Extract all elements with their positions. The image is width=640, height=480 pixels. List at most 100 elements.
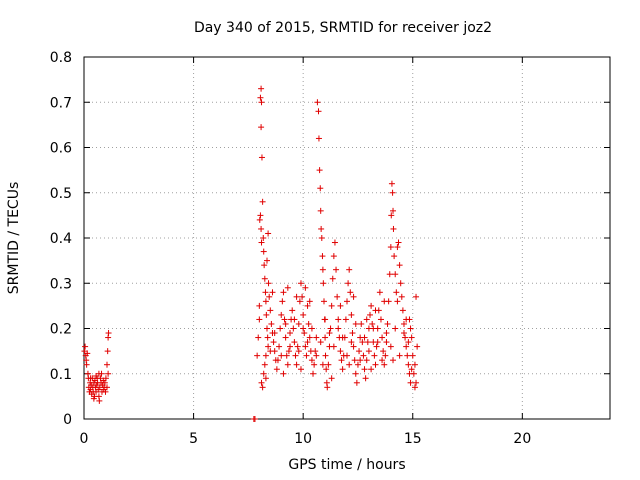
x-tick-label: 20	[513, 431, 531, 447]
data-point	[270, 339, 277, 346]
data-point	[284, 284, 291, 291]
x-tick-label: 15	[404, 431, 422, 447]
y-tick-label: 0.2	[50, 322, 72, 338]
data-point	[379, 334, 386, 341]
data-point	[258, 124, 265, 131]
data-point	[333, 266, 340, 273]
data-point	[105, 370, 112, 377]
data-point	[390, 357, 397, 364]
data-point	[293, 293, 300, 300]
data-point	[262, 375, 269, 382]
y-tick-label: 0.3	[50, 276, 72, 292]
data-point	[267, 307, 274, 314]
data-point	[408, 366, 415, 373]
data-point	[356, 348, 363, 355]
data-point	[361, 334, 368, 341]
data-point	[414, 343, 421, 350]
data-point	[348, 339, 355, 346]
data-point	[388, 180, 395, 187]
data-point	[352, 320, 359, 327]
data-points	[81, 85, 421, 422]
data-point	[83, 361, 90, 368]
data-point	[82, 343, 89, 350]
data-point	[387, 244, 394, 251]
data-point	[359, 339, 366, 346]
data-point	[302, 343, 309, 350]
data-point	[330, 253, 337, 260]
data-point	[396, 262, 403, 269]
data-point	[402, 334, 409, 341]
data-point	[373, 343, 380, 350]
data-point	[322, 316, 329, 323]
data-point	[344, 298, 350, 305]
data-point	[324, 384, 331, 391]
ticks: 0 0.1 0.2 0.3 0.4 0.5 0.6 0.7 0.8 0 5 10 15 20	[50, 50, 610, 447]
data-point	[392, 325, 399, 332]
data-point	[350, 343, 357, 350]
data-point	[320, 298, 327, 305]
data-point	[295, 320, 302, 327]
data-point	[384, 320, 391, 327]
data-point	[327, 325, 334, 332]
data-point	[411, 384, 418, 391]
data-point	[362, 375, 369, 382]
data-point	[297, 280, 304, 287]
data-point	[90, 395, 97, 402]
data-point	[319, 253, 326, 260]
data-point	[105, 330, 112, 337]
data-point	[383, 330, 390, 337]
data-point	[290, 325, 297, 332]
data-point	[316, 167, 323, 174]
data-point	[369, 320, 376, 327]
data-point	[352, 370, 359, 377]
data-point	[317, 207, 324, 214]
data-point	[317, 185, 324, 192]
data-point	[101, 379, 108, 386]
data-point	[382, 352, 389, 359]
plot-frame	[83, 56, 611, 420]
y-tick-label: 0.1	[50, 367, 72, 383]
data-point	[408, 334, 415, 341]
data-point	[405, 361, 412, 368]
data-point	[287, 330, 294, 337]
data-point	[374, 339, 381, 346]
data-point	[318, 225, 325, 232]
data-point	[287, 343, 294, 350]
data-point	[306, 298, 313, 305]
data-point	[260, 235, 267, 241]
data-point	[413, 379, 420, 386]
data-point	[258, 154, 265, 161]
data-point	[396, 352, 403, 359]
data-point	[380, 348, 387, 355]
data-point	[353, 379, 360, 386]
data-point	[308, 357, 315, 364]
data-point	[258, 99, 265, 106]
data-point	[277, 325, 284, 332]
data-point	[335, 325, 342, 332]
data-point	[294, 343, 301, 350]
data-point	[306, 334, 313, 341]
data-point	[372, 307, 379, 314]
data-point	[258, 239, 265, 246]
data-point	[302, 284, 309, 291]
data-point	[264, 334, 271, 341]
x-axis-label: GPS time / hours	[288, 457, 405, 473]
data-point	[339, 366, 346, 373]
data-point	[325, 361, 332, 368]
data-point	[297, 366, 304, 373]
data-point	[308, 325, 315, 332]
y-tick-label: 0	[63, 412, 72, 428]
data-point	[255, 334, 262, 341]
data-point	[403, 343, 410, 350]
data-point	[104, 384, 111, 391]
data-point	[319, 266, 326, 273]
data-point	[398, 293, 405, 300]
data-point	[344, 352, 350, 359]
data-point	[299, 293, 306, 300]
data-point	[312, 348, 319, 355]
data-point	[394, 244, 401, 251]
data-point	[393, 289, 400, 296]
data-point	[102, 388, 109, 395]
data-point	[349, 330, 356, 337]
